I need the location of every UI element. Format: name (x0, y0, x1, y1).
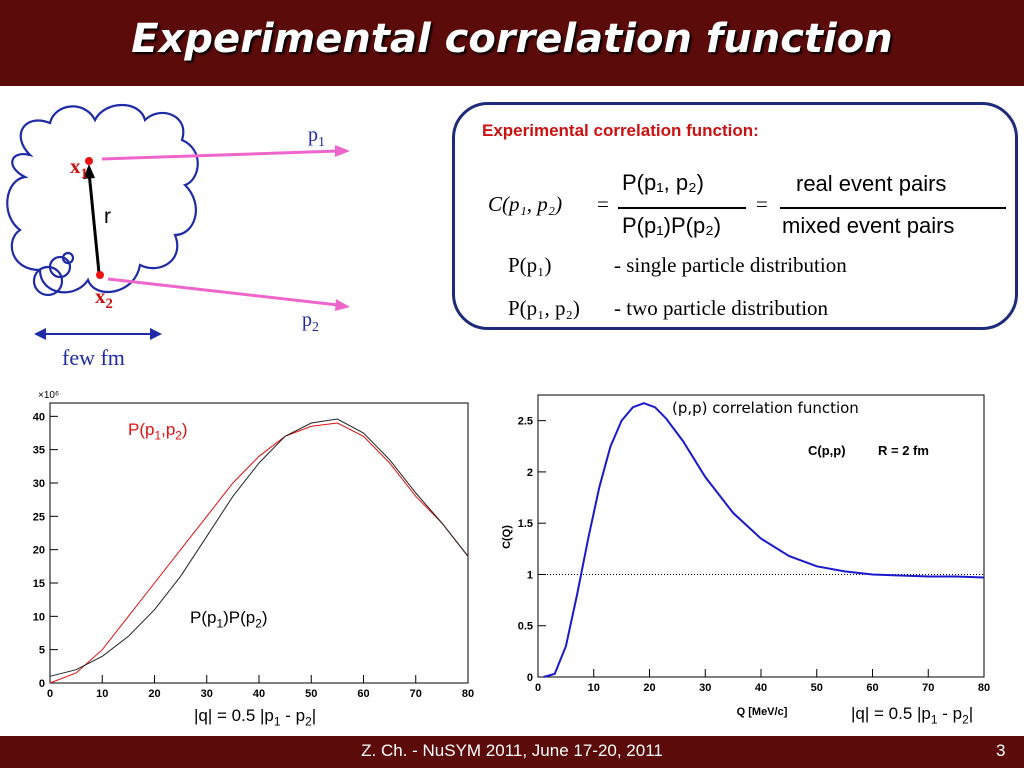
size-label: few fm (62, 345, 125, 370)
p2-label: p2 (302, 309, 319, 335)
y-tick-label: 30 (33, 478, 45, 490)
x-tick-label: 60 (866, 682, 878, 694)
x1-point (85, 157, 93, 165)
x-tick-label: 40 (755, 682, 767, 694)
fraction-line-2 (780, 207, 1006, 209)
y-axis-label: C(Q) (501, 525, 513, 549)
p1-description: - single particle distribution (614, 253, 847, 277)
slide-title: Experimental correlation function (131, 16, 893, 62)
series-line (49, 418, 469, 677)
title-bar (0, 0, 1024, 86)
p12-term: P(p₁, p₂) (508, 296, 580, 320)
x-tick-label: 20 (148, 688, 160, 700)
formula-box-heading: Experimental correlation function: (482, 121, 759, 140)
distribution-chart: 0 10 20 30 40 50 60 70 80 0 5 10 15 20 25 30 35 40 ×10⁶ (33, 390, 474, 700)
x-tick-label: 10 (588, 682, 600, 694)
page-number: 3 (996, 741, 1006, 760)
formula-denominator: P(p₁)P(p₂) (622, 213, 722, 238)
footer-text: Z. Ch. - NuSYM 2011, June 17-20, 2011 (361, 741, 663, 760)
r-arrowhead (83, 164, 95, 179)
mixed-pairs-text: mixed event pairs (782, 213, 955, 238)
x-tick-label: 50 (811, 682, 823, 694)
equals-sign-2: = (756, 192, 768, 216)
x2-label: x2 (95, 284, 113, 313)
y-tick-label: 0.5 (518, 621, 533, 633)
y-tick-label: 35 (33, 445, 45, 457)
x-tick-label: 0 (535, 682, 541, 694)
y-multiplier: ×10⁶ (38, 390, 59, 401)
r-label: r (104, 205, 111, 228)
r-vector (87, 171, 101, 274)
y-tick-label: 0 (527, 672, 533, 684)
x-tick-label: 20 (643, 682, 655, 694)
p1-label: p1 (308, 124, 325, 150)
formula-numerator: P(p₁, p₂) (622, 170, 704, 195)
legend-radius: R = 2 fm (878, 443, 929, 458)
x1-label: x1 (70, 154, 88, 183)
x-tick-label: 30 (201, 688, 213, 700)
y-tick-label: 5 (39, 645, 45, 657)
legend-label: C(p,p) (808, 443, 846, 458)
x-tick-label: 60 (357, 688, 369, 700)
plot-frame (537, 394, 985, 678)
series-line (49, 422, 469, 684)
y-tick-label: 1 (527, 569, 533, 581)
x-tick-label: 80 (978, 682, 990, 694)
source-cloud (6, 104, 199, 297)
size-arrow-right (150, 328, 162, 340)
source-diagram (6, 104, 350, 340)
x-tick-label: 0 (47, 688, 53, 700)
plot-frame (49, 402, 469, 684)
x2-point (96, 271, 104, 279)
red-series-label: P(p1,p2) (128, 420, 188, 443)
p2-arrow (107, 277, 339, 307)
p1-arrow (101, 149, 339, 161)
x-tick-label: 30 (699, 682, 711, 694)
x-tick-label: 10 (96, 688, 108, 700)
x-tick-label: 70 (410, 688, 422, 700)
y-tick-label: 0 (39, 678, 45, 690)
p1-arrowhead (335, 145, 350, 157)
left-chart-caption: |q| = 0.5 |p1 - p2| (194, 706, 317, 729)
p2-arrowhead (335, 299, 350, 311)
fraction-line-1 (618, 207, 746, 209)
y-tick-label: 25 (33, 511, 45, 523)
chart-title: (p,p) correlation function (672, 399, 859, 417)
x-tick-label: 80 (462, 688, 474, 700)
x-tick-label: 50 (305, 688, 317, 700)
y-tick-label: 10 (33, 611, 45, 623)
series-line (543, 402, 985, 678)
x-tick-label: 40 (253, 688, 265, 700)
p12-description: - two particle distribution (614, 296, 829, 320)
p1-term: P(p₁) (508, 253, 552, 277)
x-tick-label: 70 (922, 682, 934, 694)
black-series-label: P(p1)P(p2) (190, 608, 268, 631)
formula-lhs: C(p₁, p₂) (488, 192, 563, 216)
x-axis-label: Q [MeV/c] (737, 706, 788, 718)
equals-sign-1: = (597, 192, 609, 216)
size-arrow-left (34, 328, 46, 340)
y-tick-label: 2.5 (518, 416, 533, 428)
correlation-chart: 0 10 20 30 40 50 60 70 80 0 0.5 1 1.5 2 2.5 (p,p) corre… (501, 394, 990, 718)
footer-bar (0, 736, 1024, 768)
formula-box (452, 102, 1018, 330)
y-tick-label: 20 (33, 545, 45, 557)
y-tick-label: 15 (33, 578, 45, 590)
right-chart-caption: |q| = 0.5 |p1 - p2| (851, 704, 974, 727)
y-tick-label: 2 (527, 467, 533, 479)
y-tick-label: 40 (33, 411, 45, 423)
real-pairs-text: real event pairs (796, 171, 947, 196)
y-tick-label: 1.5 (518, 518, 533, 530)
